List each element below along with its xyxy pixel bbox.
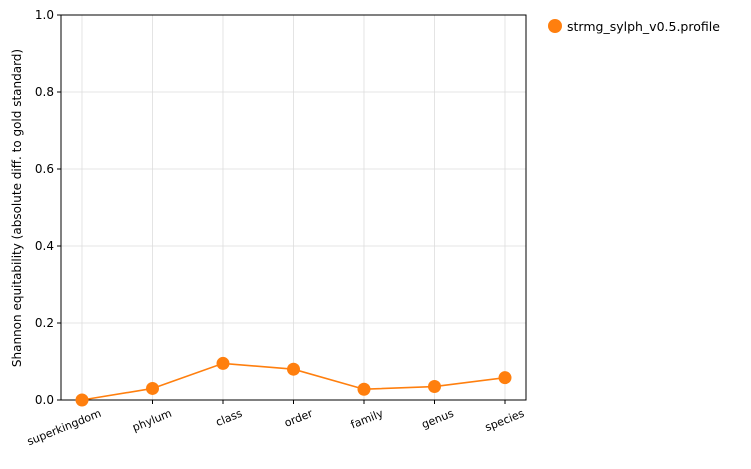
x-tick-label: order (283, 407, 316, 430)
x-tick-label: superkingdom (25, 407, 103, 449)
data-point (75, 393, 89, 407)
x-tick-label: genus (420, 407, 456, 432)
y-tick-label: 0.0 (35, 393, 54, 407)
x-axis: superkingdom phylum class order family genus s… (25, 400, 526, 448)
data-point (216, 356, 230, 370)
x-tick-label: species (483, 407, 526, 435)
y-tick-label: 0.2 (35, 316, 54, 330)
legend-label: strmg_sylph_v0.5.profile (567, 19, 720, 34)
data-point (498, 371, 512, 385)
y-tick-label: 1.0 (35, 8, 54, 22)
y-tick-label: 0.4 (35, 239, 54, 253)
y-tick-label: 0.6 (35, 162, 54, 176)
data-point (428, 380, 441, 394)
data-point (357, 382, 371, 396)
data-point (146, 381, 159, 395)
legend-marker (548, 19, 562, 33)
x-tick-label: family (349, 407, 386, 432)
y-axis: 0.0 0.2 0.4 0.6 0.8 1.0 (35, 8, 61, 407)
grid-lines (61, 14, 526, 401)
series-layer (75, 356, 512, 407)
y-tick-label: 0.8 (35, 85, 54, 99)
data-point (287, 362, 300, 376)
y-axis-label: Shannon equitability (absolute diff. to … (10, 49, 24, 367)
x-tick-label: class (214, 407, 244, 429)
x-tick-label: phylum (131, 407, 174, 434)
legend: strmg_sylph_v0.5.profile (548, 19, 720, 34)
